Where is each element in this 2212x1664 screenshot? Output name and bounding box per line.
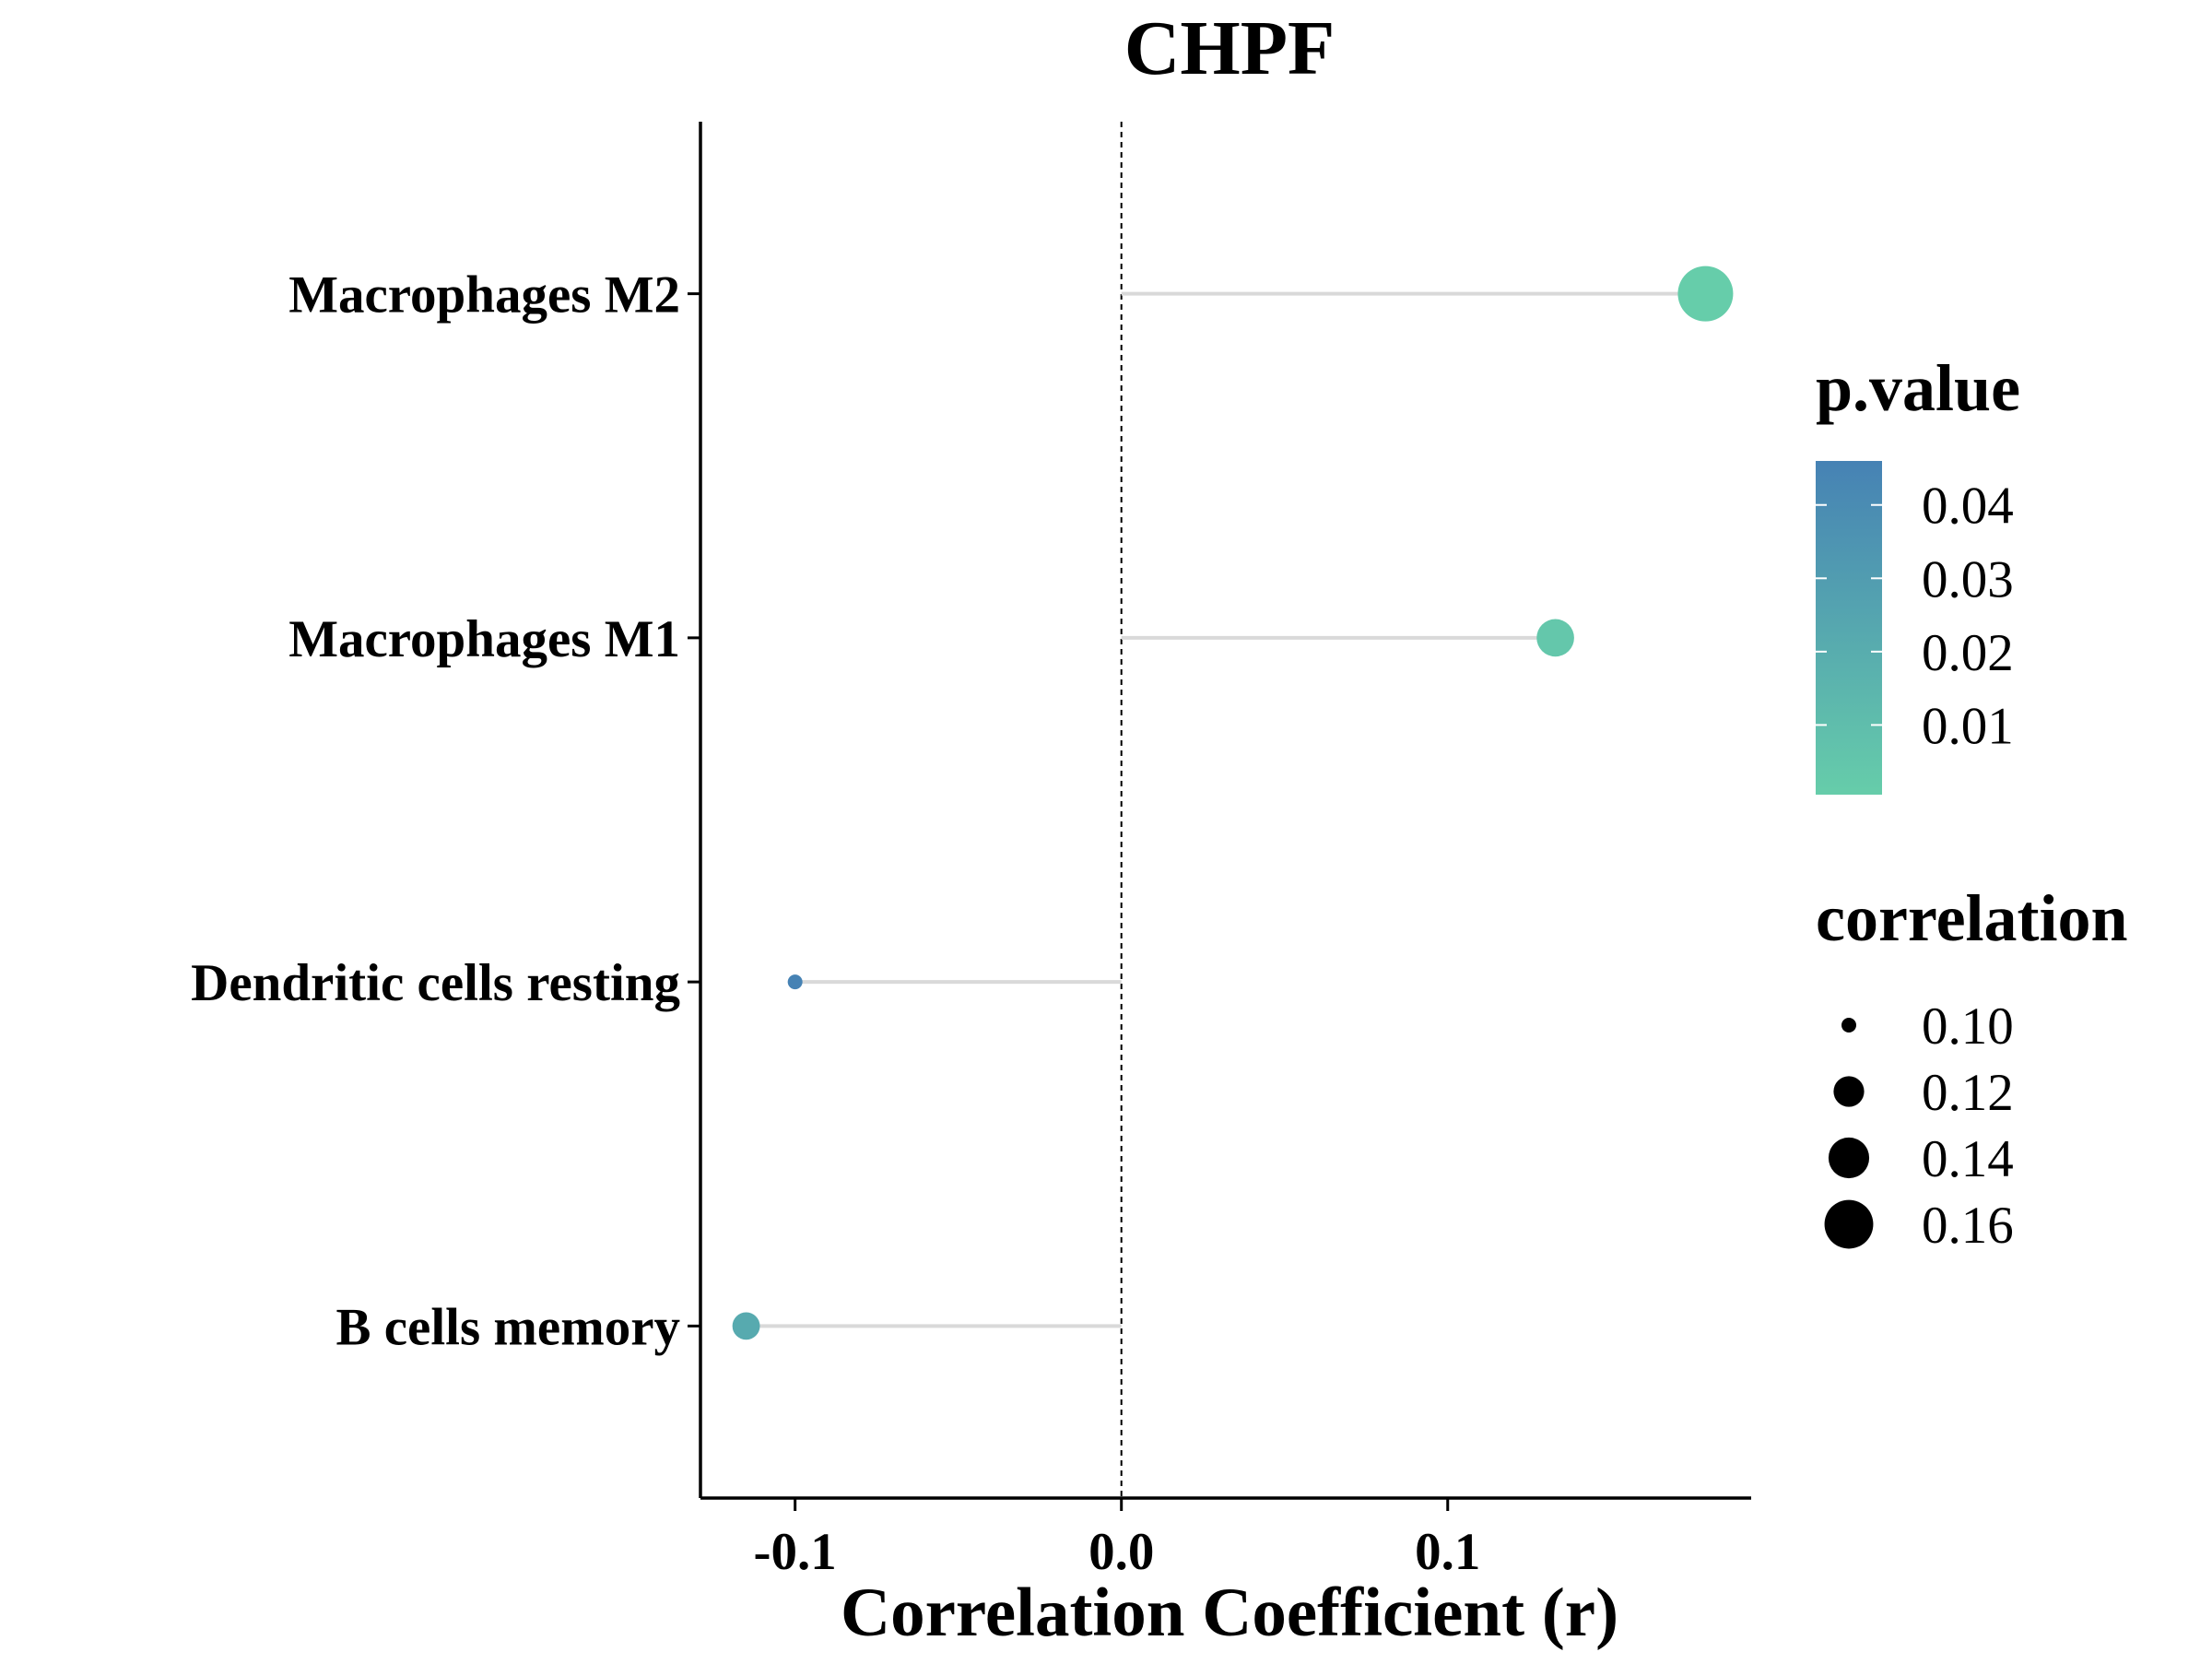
size-legend-dot bbox=[1841, 1018, 1856, 1033]
lollipop-point bbox=[732, 1312, 760, 1340]
size-legend-label: 0.12 bbox=[1922, 1064, 2014, 1122]
size-legend-label: 0.10 bbox=[1922, 997, 2014, 1056]
lollipop-point bbox=[787, 974, 803, 990]
size-legend-dot bbox=[1824, 1199, 1874, 1249]
lollipop-point bbox=[1536, 619, 1574, 657]
p-value-colorbar bbox=[1816, 461, 1882, 795]
colorbar-label: 0.01 bbox=[1922, 697, 2014, 755]
x-tick-label: -0.1 bbox=[754, 1523, 837, 1581]
size-legend-label: 0.16 bbox=[1922, 1197, 2014, 1255]
x-tick-label: 0.0 bbox=[1088, 1523, 1154, 1581]
lollipop-point bbox=[1677, 266, 1734, 322]
colorbar-label: 0.02 bbox=[1922, 624, 2014, 682]
colorbar-label: 0.04 bbox=[1922, 478, 2014, 536]
y-tick-label: Dendritic cells resting bbox=[191, 954, 680, 1012]
x-axis-label: Correlation Coefficient (r) bbox=[841, 1575, 1618, 1651]
x-tick-label: 0.1 bbox=[1415, 1523, 1480, 1581]
plot-area: -0.1 0.0 0.1 Macrophages M2 Macrophages M1 De… bbox=[191, 122, 1751, 1581]
size-legend-title: correlation bbox=[1816, 881, 2128, 955]
size-legend-dot bbox=[1833, 1076, 1865, 1107]
color-legend-title: p.value bbox=[1816, 351, 2020, 425]
y-tick-label: Macrophages M2 bbox=[288, 266, 680, 325]
y-tick-label: Macrophages M1 bbox=[288, 610, 680, 668]
legend: p.value 0.04 0.03 0.02 0.01 correlation 0.10 0.… bbox=[1816, 351, 2128, 1255]
chart-title: CHPF bbox=[1124, 6, 1335, 91]
y-tick-label: B cells memory bbox=[335, 1298, 680, 1356]
size-legend-label: 0.14 bbox=[1922, 1130, 2014, 1188]
colorbar-label: 0.03 bbox=[1922, 550, 2014, 608]
size-legend-dot bbox=[1828, 1137, 1870, 1179]
